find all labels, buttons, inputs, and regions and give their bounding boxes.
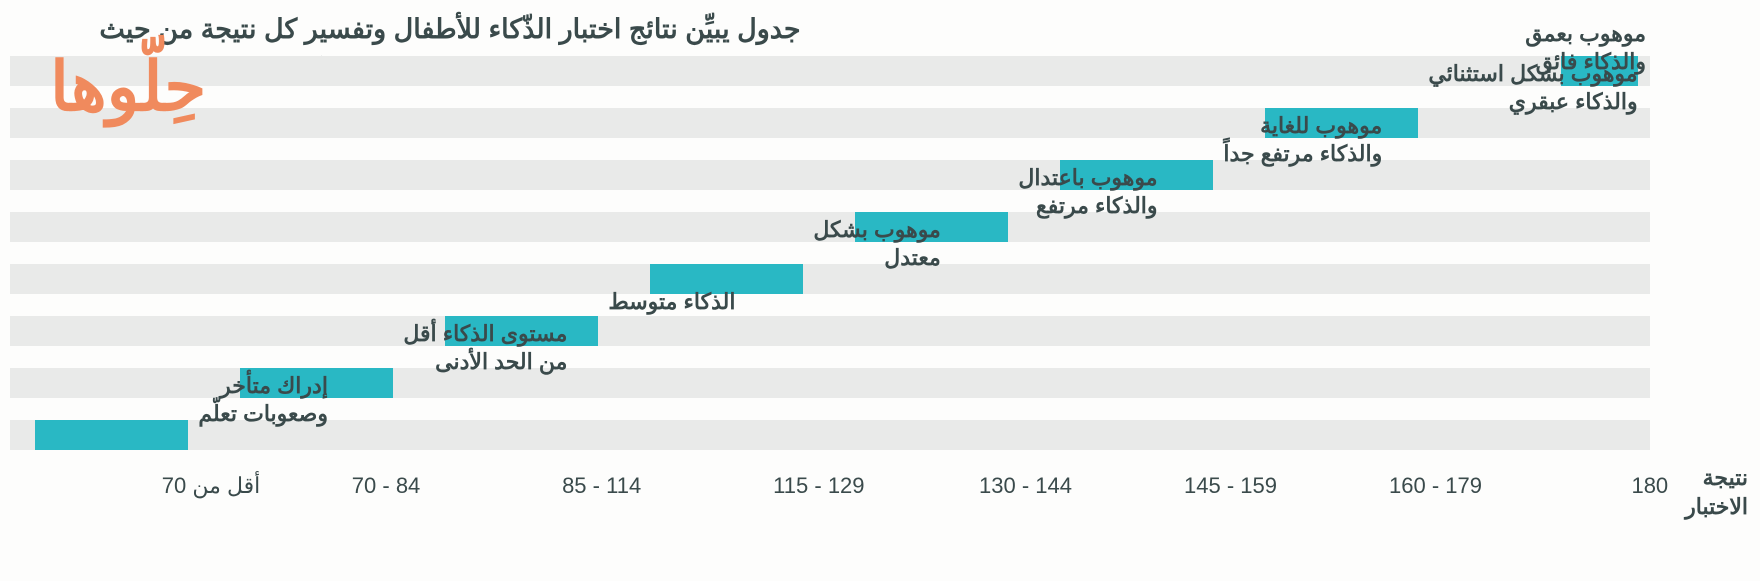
axis-tick: 144 - 130: [979, 473, 1072, 499]
chart-row: إدراك متأخر وصعوبات تعلّم: [0, 420, 1760, 450]
axis-tick: أقل من 70: [162, 473, 261, 499]
axis-tick: 129 - 115: [773, 473, 864, 499]
row-label: إدراك متأخر وصعوبات تعلّم: [198, 372, 328, 427]
row-label: موهوب بشكل استثنائي والذكاء عبقري: [1428, 60, 1637, 115]
row-track: [10, 316, 1650, 346]
chart-row: موهوب بشكل معتدل: [0, 264, 1760, 294]
row-track: [10, 160, 1650, 190]
chart-row: موهوب بشكل استثنائي والذكاء عبقري: [0, 108, 1760, 138]
row-label: مستوى الذكاء أقل من الحد الأدنى: [403, 320, 567, 375]
data-bar: [35, 420, 189, 450]
watermark-logo: حِلّوها: [50, 48, 206, 127]
axis-tick: 84 - 70: [352, 473, 421, 499]
axis-tick: 159 - 145: [1184, 473, 1277, 499]
row-label: موهوب للغاية والذكاء مرتفع جداً: [1223, 112, 1382, 167]
row-label: موهوب بشكل معتدل: [813, 216, 941, 271]
row-track: [10, 56, 1650, 86]
x-axis: 180 179 - 160 159 - 145 144 - 130 129 - 115 1…: [0, 468, 1760, 528]
row-label: موهوب باعتدال والذكاء مرتفع: [1018, 164, 1157, 219]
axis-tick: 114 - 85: [562, 473, 641, 499]
axis-title-wrap: نتيجة الاختبار: [1685, 464, 1748, 521]
row-label: الذكاء متوسط: [608, 288, 735, 316]
chart-row: الذكاء متوسط: [0, 316, 1760, 346]
axis-title: نتيجة الاختبار: [1685, 464, 1748, 521]
axis-tick: 179 - 160: [1389, 473, 1482, 499]
chart-row: موهوب للغاية والذكاء مرتفع جداً: [0, 160, 1760, 190]
iq-bar-chart: موهوب بعمق والذكاء فائقموهوب بشكل استثنا…: [0, 40, 1760, 580]
axis-tick: 180: [1631, 473, 1668, 499]
